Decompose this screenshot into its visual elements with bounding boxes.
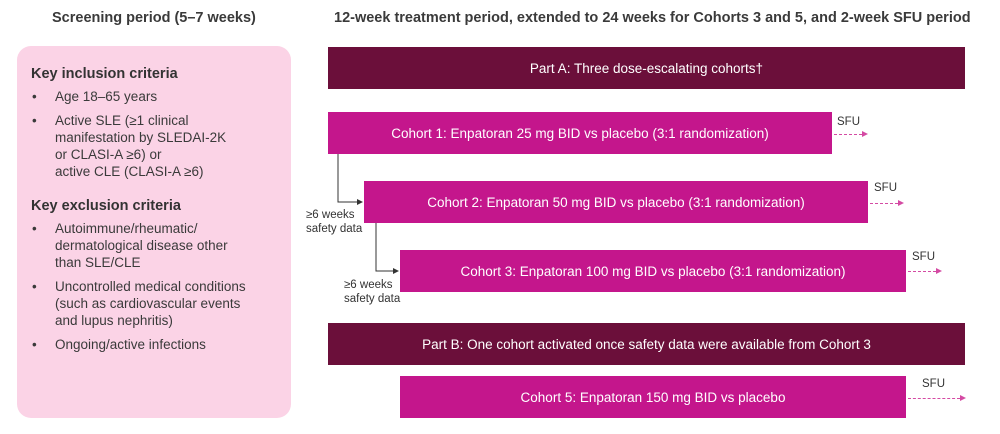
connector-2-3 <box>375 223 399 274</box>
inclusion-item-text: Age 18–65 years <box>55 89 158 104</box>
connector-1-2 <box>337 154 363 205</box>
inclusion-item: Active SLE (≥1 clinical manifestation by… <box>31 112 275 180</box>
sfu-label: SFU <box>837 116 860 128</box>
safety-data-label-2: ≥6 weeks safety data <box>344 279 401 305</box>
exclusion-item-text: Ongoing/active infections <box>55 337 206 352</box>
sfu-arrow-line <box>834 134 862 135</box>
sfu-label: SFU <box>874 182 897 194</box>
exclusion-item: Ongoing/active infections <box>31 336 275 353</box>
sfu-label: SFU <box>912 251 935 263</box>
sfu-label: SFU <box>922 378 945 390</box>
screening-period-header: Screening period (5–7 weeks) <box>52 10 256 26</box>
exclusion-title: Key exclusion criteria <box>31 198 181 214</box>
inclusion-title: Key inclusion criteria <box>31 66 178 82</box>
cohort-3-bar: Cohort 3: Enpatoran 100 mg BID vs placeb… <box>400 250 906 292</box>
sfu-arrow-line <box>870 203 898 204</box>
sfu-arrow-line <box>908 271 936 272</box>
safety-data-label-1: ≥6 weeks safety data <box>306 209 363 235</box>
cohort-2-bar: Cohort 2: Enpatoran 50 mg BID vs placebo… <box>364 181 868 223</box>
arrow-right-icon <box>960 395 966 401</box>
arrow-right-icon <box>862 131 868 137</box>
cohort-1-bar: Cohort 1: Enpatoran 25 mg BID vs placebo… <box>328 112 832 154</box>
criteria-panel: Key inclusion criteria Age 18–65 years A… <box>17 46 291 418</box>
exclusion-item-text: Autoimmune/rheumatic/ dermatological dis… <box>55 221 228 270</box>
exclusion-item: Uncontrolled medical conditions (such as… <box>31 278 275 329</box>
exclusion-list: Autoimmune/rheumatic/ dermatological dis… <box>31 220 275 353</box>
sfu-arrow-line <box>908 398 960 399</box>
exclusion-item: Autoimmune/rheumatic/ dermatological dis… <box>31 220 275 271</box>
cohort-5-bar: Cohort 5: Enpatoran 150 mg BID vs placeb… <box>400 376 906 418</box>
exclusion-item-text: Uncontrolled medical conditions (such as… <box>55 279 246 328</box>
inclusion-item: Age 18–65 years <box>31 88 275 105</box>
arrow-right-icon <box>898 200 904 206</box>
part-b-bar: Part B: One cohort activated once safety… <box>328 323 965 365</box>
treatment-period-header: 12-week treatment period, extended to 24… <box>334 10 971 26</box>
inclusion-item-text: Active SLE (≥1 clinical manifestation by… <box>55 113 227 179</box>
inclusion-list: Age 18–65 years Active SLE (≥1 clinical … <box>31 88 275 180</box>
part-a-bar: Part A: Three dose-escalating cohorts† <box>328 47 965 89</box>
arrow-right-icon <box>936 268 942 274</box>
